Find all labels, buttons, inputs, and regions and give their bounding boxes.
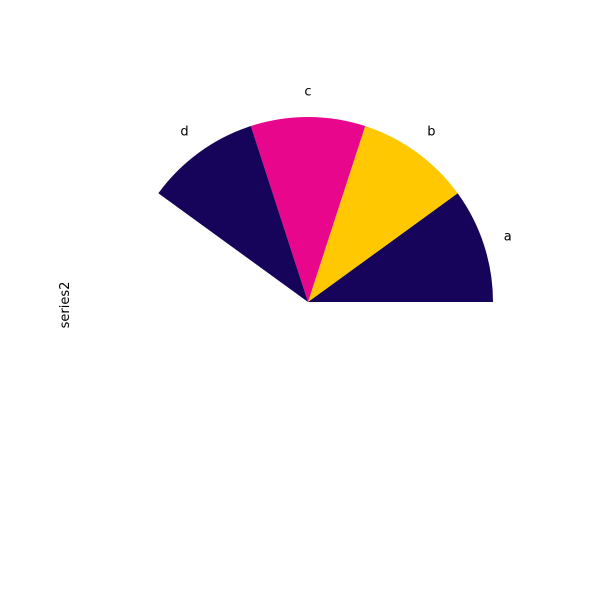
pie-slices — [158, 117, 493, 303]
slice-label-b: b — [427, 125, 435, 140]
pie-slice-d — [158, 126, 308, 303]
pie-labels: a b c d — [180, 85, 511, 245]
slice-label-c: c — [304, 85, 311, 100]
y-axis-label: series2 — [58, 282, 73, 329]
slice-label-d: d — [180, 125, 188, 140]
pie-slice-c — [250, 117, 366, 303]
slice-label-a: a — [504, 230, 512, 245]
pie-slice-a — [308, 193, 493, 302]
pie-slice-b — [308, 126, 458, 303]
